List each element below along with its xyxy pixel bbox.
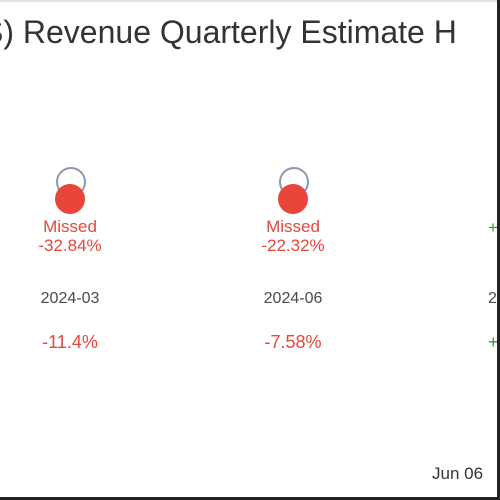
top-rule [0, 0, 500, 2]
period-column: Missed -32.84% 2024-03 -11.4% [5, 160, 135, 360]
actual-marker [278, 184, 308, 214]
growth-label: -7.58% [264, 332, 322, 352]
period-label: 2024-06 [263, 290, 323, 307]
status-label: Missed [266, 217, 320, 236]
growth-label: -11.4% [42, 332, 98, 352]
right-border [497, 0, 500, 500]
surprise-label: -32.84% [38, 236, 102, 255]
surprise-label: -22.32% [261, 236, 325, 255]
chart-title: S) Revenue Quarterly Estimate H [0, 14, 457, 50]
marker-group [228, 160, 358, 218]
period-column: Missed -22.32% 2024-06 -7.58% [228, 160, 358, 360]
marker-group [5, 160, 135, 218]
bottom-border [0, 497, 500, 500]
footer-date: Jun 06 [432, 464, 484, 483]
surprise-label: + [488, 218, 498, 237]
status-label: Missed [43, 217, 97, 236]
period-label: 2024-03 [40, 290, 100, 307]
actual-marker [55, 184, 85, 214]
